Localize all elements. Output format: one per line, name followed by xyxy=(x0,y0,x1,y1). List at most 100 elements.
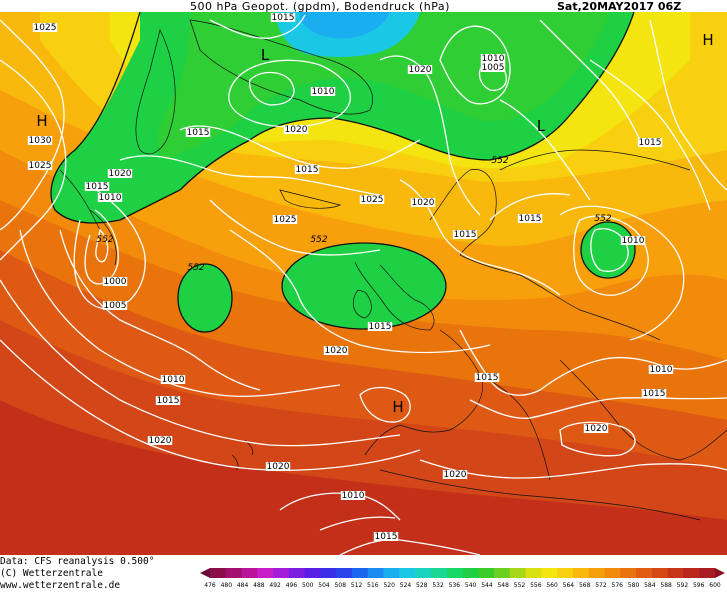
scale-swatch xyxy=(462,568,479,578)
isobar-label-background xyxy=(517,214,543,223)
scale-swatch xyxy=(525,568,542,578)
isobar-label: 1020 xyxy=(412,198,435,208)
map-title: 500 hPa Geopot. (gpdm), Bodendruck (hPa) xyxy=(190,0,450,13)
scale-tick-label: 564 xyxy=(563,582,575,589)
scale-swatch xyxy=(636,568,653,578)
scale-swatch xyxy=(588,568,606,578)
isobar-label-background xyxy=(32,23,58,32)
isobar-label-background xyxy=(648,365,674,374)
isobar-label-background xyxy=(102,301,128,310)
scale-swatch xyxy=(210,568,227,578)
geopotential-labels: 552 552 552 552 552 xyxy=(96,156,611,273)
low-pressure-marker: L xyxy=(261,46,270,64)
isobar-label-background xyxy=(367,322,393,331)
isobar-label-background xyxy=(294,165,320,174)
isobar-label-background xyxy=(407,65,433,74)
isobar-label-background xyxy=(474,373,500,382)
scale-tick-label: 512 xyxy=(351,582,363,589)
isobar-label: 1010 xyxy=(312,87,335,97)
map-date: Sat,20MAY2017 06Z xyxy=(557,0,682,13)
isobar-label: 1015 xyxy=(375,532,398,542)
scale-tick-label: 528 xyxy=(416,582,428,589)
isobar-label: 1020 xyxy=(444,470,467,480)
isobar-label-background xyxy=(185,128,211,137)
isobar-label-background xyxy=(620,236,646,245)
scale-tick-label: 516 xyxy=(367,582,379,589)
isobar-label-background xyxy=(373,532,399,541)
scale-arrow-left xyxy=(200,568,210,578)
scale-swatch xyxy=(304,568,321,578)
coastlines xyxy=(59,19,727,521)
scale-tick-label: 544 xyxy=(481,582,493,589)
scale-tick-label: 504 xyxy=(318,582,330,589)
isobar-label-background xyxy=(107,169,133,178)
high-pressure-marker: H xyxy=(36,112,47,130)
scale-swatch xyxy=(541,568,558,578)
geopotential-label: 552 xyxy=(187,263,204,273)
isobar-label-background xyxy=(583,424,609,433)
isobar-label: 1015 xyxy=(86,182,109,192)
isobar-label-background xyxy=(452,230,478,239)
isobar-label-background xyxy=(442,470,468,479)
scale-swatch xyxy=(352,568,369,578)
scale-tick-label: 572 xyxy=(595,582,607,589)
scale-swatch xyxy=(430,568,448,578)
isobar-label: 1015 xyxy=(643,389,666,399)
isobar-label: 1010 xyxy=(622,236,645,246)
isobar-label: 1020 xyxy=(267,462,290,472)
scale-tick-label: 588 xyxy=(660,582,672,589)
scale-swatch xyxy=(383,568,400,578)
isobar-label: 1020 xyxy=(585,424,608,434)
isobar-label: 1005 xyxy=(104,301,127,311)
isobar-label-background xyxy=(27,136,53,145)
isobar-label-background xyxy=(27,161,53,170)
high-pressure-marker: H xyxy=(702,31,713,49)
scale-tick-label: 488 xyxy=(253,582,265,589)
isobar-label: 1010 xyxy=(482,54,505,64)
scale-tick-label: 524 xyxy=(400,582,412,589)
isobar-label-background xyxy=(155,396,181,405)
scale-tick-label: 576 xyxy=(612,582,624,589)
scale-tick-label: 496 xyxy=(286,582,298,589)
isobar-label: 1015 xyxy=(157,396,180,406)
scale-swatch xyxy=(320,568,337,578)
scale-tick-label: 584 xyxy=(644,582,656,589)
scale-arrow-right xyxy=(715,568,725,578)
isobar-label-background xyxy=(480,54,506,63)
scale-swatch xyxy=(478,568,495,578)
footer-credits: Data: CFS reanalysis 0.500° (C) Wetterze… xyxy=(0,556,200,592)
isobar-label: 1010 xyxy=(162,375,185,385)
scale-tick-label: 520 xyxy=(383,582,395,589)
scale-tick-label: 484 xyxy=(237,582,249,589)
scale-swatch xyxy=(494,568,511,578)
isobar-label-background xyxy=(272,215,298,224)
scale-tick-label: 568 xyxy=(579,582,591,589)
scale-swatch xyxy=(336,568,353,578)
isobar-label-background xyxy=(270,13,296,22)
isobar-label-background xyxy=(265,462,291,471)
scale-swatch xyxy=(620,568,637,578)
scale-swatch xyxy=(225,568,243,578)
website-link[interactable]: www.wetterzentrale.de xyxy=(0,580,121,591)
isobar-label: 1025 xyxy=(274,215,297,225)
scale-swatch xyxy=(572,568,590,578)
scale-tick-label: 540 xyxy=(465,582,477,589)
scale-tick-label: 476 xyxy=(204,582,216,589)
isobar-label-background xyxy=(283,125,309,134)
color-scale: 476 480 484 488 492 496 500 504 508 512 516 520 524 5… xyxy=(200,568,725,589)
scale-tick-label: 536 xyxy=(449,582,461,589)
geopotential-label: 552 xyxy=(96,235,113,245)
scale-tick-label: 560 xyxy=(546,582,558,589)
scale-swatch xyxy=(651,568,669,578)
isobar-label-background xyxy=(310,87,336,96)
isobar-label: 1020 xyxy=(109,169,132,179)
data-source-text: Data: CFS reanalysis 0.500° xyxy=(0,556,155,567)
isobar-label: 1010 xyxy=(650,365,673,375)
scale-swatch xyxy=(667,568,684,578)
isobar-label: 1025 xyxy=(34,23,57,33)
isobar-label: 1015 xyxy=(272,13,295,23)
isobar-label: 1030 xyxy=(29,136,52,146)
scale-swatch xyxy=(604,568,621,578)
high-pressure-marker: H xyxy=(392,398,403,416)
